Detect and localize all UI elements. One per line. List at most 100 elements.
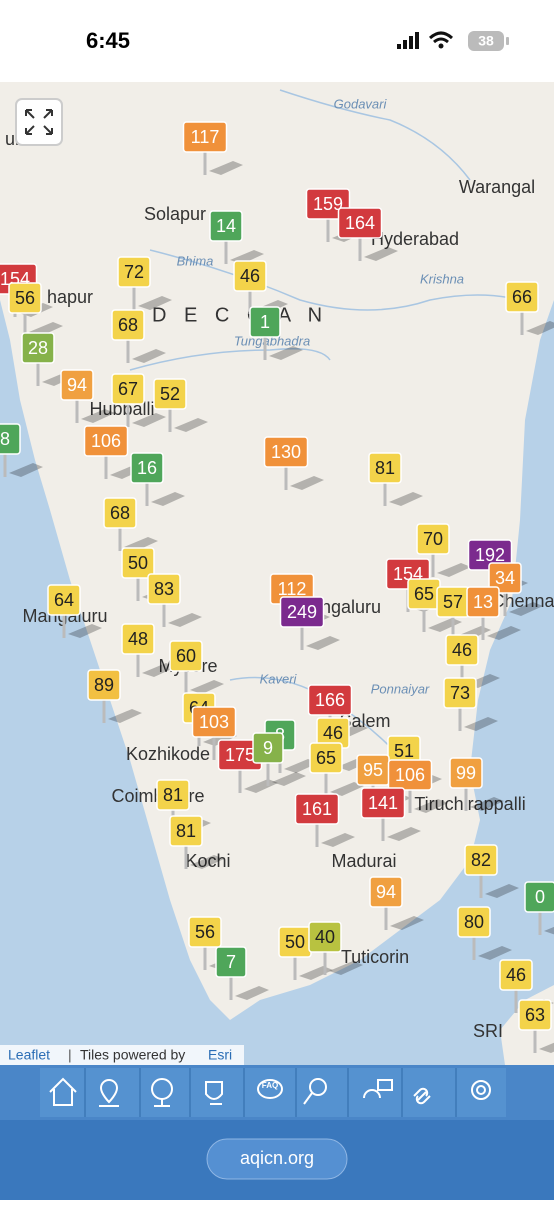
aqi-marker[interactable]: 64 [47,584,102,638]
marker-value: 80 [464,912,484,932]
marker-box [215,946,247,978]
search-icon[interactable] [309,1078,327,1096]
marker-value: 8 [0,429,10,449]
aqi-marker[interactable]: 73 [443,677,498,731]
marker-value: 65 [316,748,336,768]
marker-value: 106 [395,765,425,785]
aqi-marker[interactable]: 66 [505,281,554,335]
aqi-marker[interactable]: 7 [215,946,269,1000]
faq-icon[interactable] [257,1079,283,1099]
aqi-marker[interactable]: 67 [111,373,166,427]
link-icon[interactable] [413,1087,431,1105]
marker-value: 95 [363,760,383,780]
globe-stand [154,1099,170,1107]
place-label: SRI [473,1021,503,1041]
aqi-marker[interactable]: 81 [368,452,423,506]
place-label: Hyderabad [371,229,459,249]
aqi-marker[interactable]: 52 [153,378,208,432]
marker-shadow [389,492,423,506]
marker-shadow [478,946,512,960]
aqi-marker[interactable]: 164 [337,207,399,261]
battery [468,31,504,51]
aqi-marker[interactable]: 130 [263,436,325,490]
aqi-marker[interactable]: 80 [457,906,512,960]
marker-box [488,562,522,594]
aqi-marker[interactable]: 94 [369,876,424,930]
aqi-marker[interactable]: 13 [466,586,521,640]
marker-box [307,684,353,716]
attribution-text: Tiles powered by [80,1047,185,1063]
marker-box [169,640,203,672]
contact-icon[interactable] [363,1079,393,1099]
aqi-marker[interactable]: 65 [309,742,364,796]
river-label: Ponnaiyar [371,681,430,696]
marker-value: 192 [475,545,505,565]
aqi-marker[interactable]: 99 [449,757,504,811]
aqi-marker[interactable]: 48 [121,623,176,677]
marker-value: 141 [368,793,398,813]
aqi-marker[interactable]: 1 [249,306,303,360]
wifi-icon [428,31,454,44]
marker-value: 46 [452,640,472,660]
aqi-marker[interactable]: 89 [87,669,142,723]
marker-value: 46 [323,723,343,743]
aqi-marker[interactable]: 83 [147,573,202,627]
marker-shadow [464,717,498,731]
aqi-marker[interactable]: 40 [308,921,363,975]
aqi-marker[interactable]: 94 [60,369,115,423]
aqi-marker[interactable]: 68 [111,309,166,363]
aqi-marker[interactable]: 161 [294,793,356,847]
aqi-marker[interactable]: 16 [130,452,185,506]
river [279,89,471,181]
marker-value: 57 [443,592,463,612]
place-label: Kochi [185,851,230,871]
marker-value: 64 [54,590,74,610]
aqi-marker[interactable]: 81 [169,815,224,869]
marker-value: 81 [375,458,395,478]
aqi-marker[interactable]: 70 [416,523,471,577]
aqi-marker[interactable]: 14 [209,210,264,264]
marker-box [416,523,450,555]
aqi-marker[interactable]: 82 [464,844,519,898]
esri-link[interactable]: Esri [208,1047,232,1063]
marker-shadow [151,492,185,506]
marker-box [8,282,42,314]
aqi-marker[interactable]: 72 [117,256,172,310]
location-icon[interactable] [99,1078,119,1107]
battery-level: 38 [478,33,494,49]
home-icon[interactable] [49,1077,77,1106]
aqi-marker[interactable]: 56 [8,282,63,336]
mask-icon[interactable] [205,1081,223,1105]
marker-shadow [330,782,364,796]
marker-value: 52 [160,384,180,404]
marker-value: 56 [195,922,215,942]
aqi-marker[interactable]: 9 [252,732,306,786]
marker-value: 50 [128,553,148,573]
aqi-marker[interactable]: 60 [169,640,224,694]
fullscreen-button[interactable] [15,98,63,146]
aqi-marker[interactable]: 106 [387,759,449,813]
marker-shadow [544,926,554,935]
attribution-separator: | [68,1047,72,1063]
marker-box [147,573,181,605]
aqi-marker[interactable]: 117 [182,121,244,175]
aqi-marker[interactable]: 34 [488,562,543,616]
url-pill[interactable] [206,1138,348,1180]
aqi-marker[interactable]: 106 [83,425,145,479]
aqi-marker[interactable]: 63 [518,999,554,1053]
aqi-marker[interactable]: 141 [360,787,422,841]
marker-value: 68 [118,315,138,335]
marker-shadow [290,476,324,490]
aqi-marker[interactable]: 249 [279,596,341,650]
settings-icon[interactable] [471,1080,491,1100]
marker-shadow [174,418,208,432]
aqi-marker[interactable]: 0 [524,881,554,935]
leaflet-link[interactable]: Leaflet [8,1047,50,1063]
aqi-marker[interactable]: 8 [0,423,43,477]
fullscreen-icon [25,109,53,135]
marker-value: 7 [226,952,236,972]
marker-shadow [108,709,142,723]
place-label: Kozhikode [126,744,210,764]
